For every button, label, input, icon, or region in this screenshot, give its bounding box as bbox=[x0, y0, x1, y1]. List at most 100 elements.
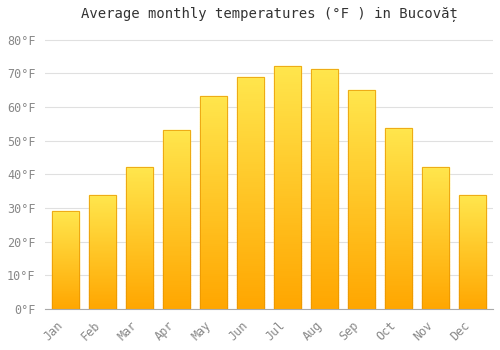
Bar bbox=[274, 146, 301, 149]
Bar bbox=[89, 253, 116, 254]
Bar bbox=[163, 234, 190, 236]
Bar bbox=[312, 114, 338, 117]
Bar bbox=[200, 96, 227, 98]
Bar bbox=[348, 145, 375, 147]
Bar bbox=[312, 189, 338, 191]
Bar bbox=[274, 112, 301, 115]
Bar bbox=[348, 285, 375, 287]
Bar bbox=[274, 159, 301, 161]
Bar bbox=[238, 96, 264, 98]
Bar bbox=[200, 232, 227, 234]
Bar bbox=[460, 281, 486, 282]
Bar bbox=[238, 193, 264, 195]
Bar bbox=[274, 74, 301, 76]
Bar bbox=[200, 113, 227, 115]
Bar bbox=[200, 307, 227, 309]
Bar bbox=[126, 190, 153, 191]
Bar bbox=[460, 217, 486, 218]
Bar bbox=[460, 215, 486, 216]
Bar bbox=[386, 215, 412, 217]
Bar bbox=[274, 163, 301, 166]
Bar bbox=[312, 285, 338, 287]
Bar bbox=[460, 222, 486, 223]
Bar bbox=[312, 143, 338, 146]
Bar bbox=[89, 222, 116, 223]
Bar bbox=[126, 193, 153, 194]
Bar bbox=[386, 173, 412, 175]
Bar bbox=[422, 266, 449, 268]
Bar bbox=[200, 237, 227, 239]
Bar bbox=[312, 172, 338, 174]
Bar bbox=[52, 286, 79, 287]
Bar bbox=[89, 303, 116, 304]
Bar bbox=[163, 241, 190, 243]
Bar bbox=[238, 181, 264, 184]
Bar bbox=[312, 170, 338, 172]
Bar bbox=[422, 264, 449, 265]
Bar bbox=[348, 187, 375, 189]
Bar bbox=[89, 241, 116, 242]
Bar bbox=[348, 143, 375, 145]
Bar bbox=[312, 198, 338, 201]
Bar bbox=[163, 306, 190, 307]
Bar bbox=[163, 209, 190, 211]
Bar bbox=[126, 244, 153, 245]
Bar bbox=[274, 132, 301, 134]
Bar bbox=[52, 253, 79, 254]
Bar bbox=[89, 284, 116, 285]
Bar bbox=[348, 134, 375, 136]
Bar bbox=[238, 77, 264, 79]
Bar bbox=[348, 176, 375, 178]
Bar bbox=[422, 181, 449, 183]
Bar bbox=[386, 264, 412, 266]
Bar bbox=[200, 198, 227, 200]
Bar bbox=[163, 176, 190, 178]
Bar bbox=[422, 212, 449, 214]
Bar bbox=[163, 155, 190, 157]
Bar bbox=[52, 237, 79, 238]
Bar bbox=[126, 198, 153, 200]
Bar bbox=[238, 82, 264, 84]
Bar bbox=[163, 193, 190, 194]
Bar bbox=[163, 286, 190, 288]
Bar bbox=[238, 244, 264, 246]
Bar bbox=[238, 270, 264, 272]
Bar bbox=[163, 146, 190, 148]
Bar bbox=[312, 287, 338, 290]
Bar bbox=[460, 245, 486, 246]
Bar bbox=[52, 222, 79, 223]
Bar bbox=[386, 139, 412, 141]
Bar bbox=[274, 244, 301, 246]
Bar bbox=[200, 124, 227, 126]
Bar bbox=[460, 196, 486, 197]
Bar bbox=[238, 223, 264, 225]
Bar bbox=[163, 132, 190, 134]
Bar bbox=[348, 304, 375, 307]
Bar bbox=[460, 208, 486, 209]
Bar bbox=[200, 260, 227, 262]
Bar bbox=[52, 266, 79, 267]
Bar bbox=[422, 190, 449, 191]
Bar bbox=[52, 302, 79, 303]
Bar bbox=[89, 236, 116, 237]
Bar bbox=[89, 299, 116, 300]
Bar bbox=[274, 141, 301, 144]
Bar bbox=[348, 169, 375, 171]
Bar bbox=[52, 245, 79, 246]
Bar bbox=[200, 288, 227, 290]
Bar bbox=[200, 196, 227, 198]
Bar bbox=[312, 251, 338, 254]
Bar bbox=[386, 286, 412, 287]
Bar bbox=[163, 203, 190, 205]
Bar bbox=[52, 301, 79, 302]
Bar bbox=[163, 173, 190, 175]
Bar bbox=[238, 133, 264, 135]
Bar bbox=[238, 290, 264, 293]
Bar bbox=[52, 228, 79, 229]
Bar bbox=[460, 308, 486, 309]
Bar bbox=[52, 251, 79, 252]
Bar bbox=[126, 172, 153, 173]
Bar bbox=[422, 173, 449, 174]
Bar bbox=[348, 130, 375, 132]
Bar bbox=[200, 247, 227, 249]
